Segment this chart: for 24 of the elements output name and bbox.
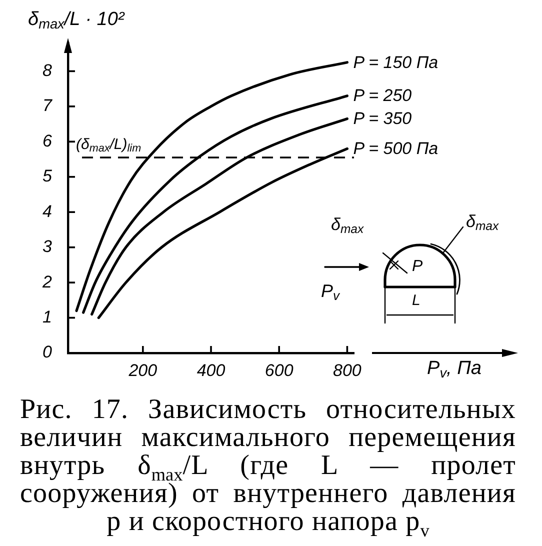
y-tick-label: 4: [42, 202, 52, 221]
annotation: δ$_{max}$: [331, 215, 364, 236]
series-label: P = 250: [353, 86, 412, 106]
annotation: P$_{v}$: [321, 281, 340, 304]
x-tick-label: 600: [264, 360, 294, 380]
ref-line-label: (δ$_{max}$/L)$_{lim}$: [76, 136, 142, 156]
y-tick-label: 6: [42, 131, 53, 150]
y-tick-label: 8: [42, 60, 53, 80]
x-tick-label: 200: [128, 360, 158, 380]
series-label: P = 150 Па: [353, 52, 438, 72]
y-tick-label: 0: [42, 342, 53, 362]
x-tick-label: 400: [196, 360, 226, 380]
series-label: P = 500 Па: [353, 139, 438, 158]
text: Рис. 17. Зависимость относительных величин максимального перемещения внутрь δ$_{max}$/L (где L — пролет сооружения) от внутреннего давления p и скоростного напора p$_{v}$: [20, 394, 516, 541]
y-axis-title: δ$_{max}$/L · 10²: [28, 9, 124, 32]
y-tick-label: 2: [42, 272, 53, 292]
y-tick-label: 5: [42, 166, 53, 186]
arch-diagram: δ$_{max}$ δ$_{max}$ P P$_{v}$ L: [318, 210, 534, 328]
y-tick-label: 3: [42, 237, 53, 256]
series-label: P = 350: [353, 109, 412, 128]
y-tick-label: 7: [42, 96, 53, 116]
x-tick-label: 800: [333, 360, 362, 380]
x-axis-title: P$_{v}$, Па: [427, 358, 482, 380]
y-tick-label: 1: [42, 308, 52, 327]
